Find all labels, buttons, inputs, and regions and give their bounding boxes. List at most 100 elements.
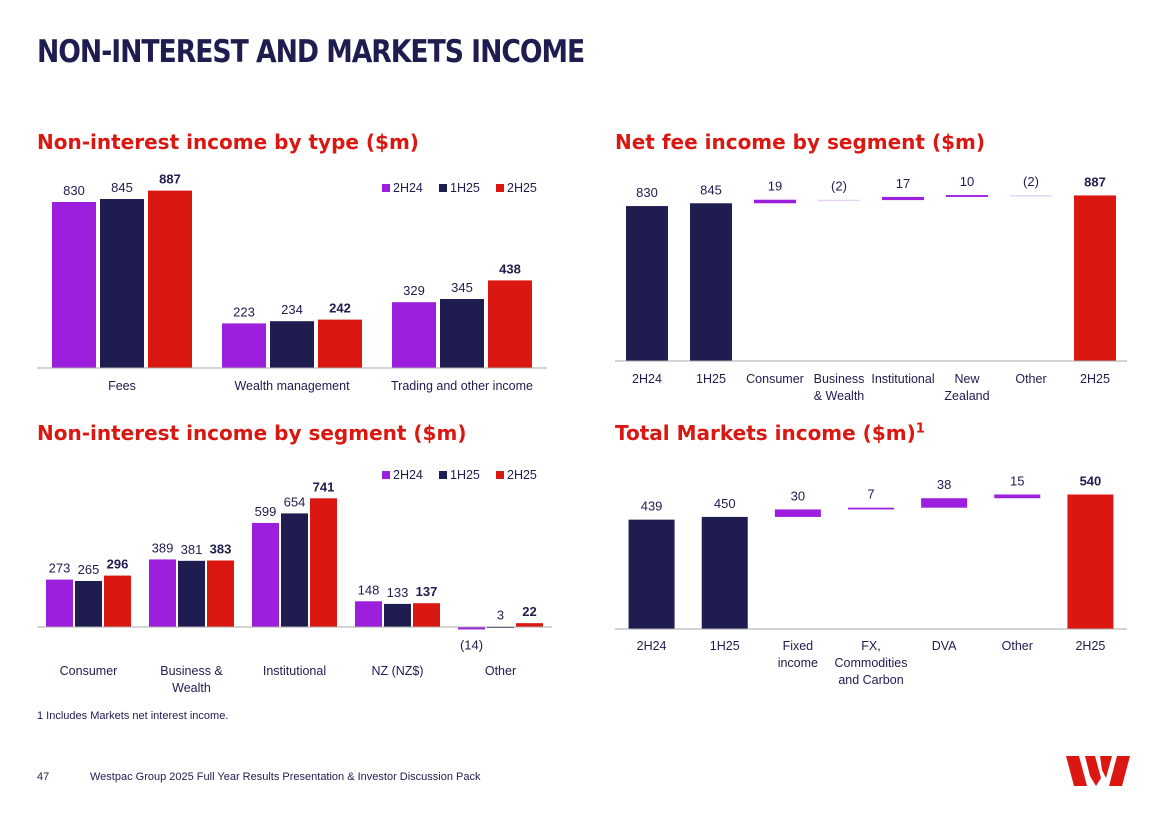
chart-title-markets-waterfall: Total Markets income ($m)1 bbox=[615, 421, 925, 445]
bar-2h24-trading-and-other-income bbox=[392, 302, 436, 368]
category-label-consumer: Consumer bbox=[746, 372, 804, 386]
chart-title-markets-text: Total Markets income ($m) bbox=[615, 421, 916, 445]
bar-2h25-institutional bbox=[310, 498, 337, 627]
chart-title-by-segment: Non-interest income by segment ($m) bbox=[37, 421, 467, 445]
bar-2h25-nz-nz bbox=[413, 603, 440, 627]
bar-2h25-fees bbox=[148, 190, 192, 368]
bar-institutional bbox=[882, 196, 924, 201]
value-label-other: (2) bbox=[1023, 174, 1039, 189]
value-label-2h25-business-wealth: 383 bbox=[210, 541, 232, 556]
category-label-other: Other bbox=[1002, 639, 1033, 653]
value-label-2h25: 540 bbox=[1080, 473, 1102, 488]
value-label-1h25-trading-and-other-income: 345 bbox=[451, 280, 473, 295]
bar-2h25 bbox=[1074, 195, 1116, 361]
category-label-1h25: 1H25 bbox=[696, 372, 726, 386]
bar-dva bbox=[921, 498, 968, 508]
bar-consumer bbox=[754, 199, 796, 204]
bar-2h25-wealth-management bbox=[318, 319, 362, 368]
bar-2h25-consumer bbox=[104, 575, 131, 627]
bar-1h25-institutional bbox=[281, 513, 308, 627]
value-label-2h24-institutional: 599 bbox=[255, 504, 277, 519]
bar-2h25-other bbox=[516, 623, 543, 627]
chart-non-interest-income-by-segment: 273 265 296 Consumer 389 381 383 Business & Weal… bbox=[37, 468, 552, 695]
legend-swatch-2h24 bbox=[382, 471, 390, 479]
category-label-new-zealand: New Zealand bbox=[944, 372, 989, 403]
chart-net-fee-income-waterfall: 830 2H24 845 1H25 19 Consumer (2) Business & Wea… bbox=[615, 174, 1127, 403]
bar-1h25-nz-nz bbox=[384, 603, 411, 627]
westpac-logo-icon: W bbox=[1066, 756, 1130, 786]
legend-swatch-2h24 bbox=[382, 184, 390, 192]
chart-total-markets-income-waterfall: 439 2H24 450 1H25 30 Fixed income 7 FX, Commoditi… bbox=[615, 473, 1127, 687]
category-label-1h25: 1H25 bbox=[710, 639, 740, 653]
value-label-1h25-institutional: 654 bbox=[284, 494, 306, 509]
value-label-1h25: 450 bbox=[714, 496, 736, 511]
value-label-1h25-other: 3 bbox=[497, 607, 504, 622]
bar-2h24-institutional bbox=[252, 522, 279, 627]
footer-text: Westpac Group 2025 Full Year Results Pre… bbox=[90, 771, 481, 783]
value-label-institutional: 17 bbox=[896, 176, 910, 191]
value-label-2h25-trading-and-other-income: 438 bbox=[499, 261, 521, 276]
value-label-2h24-business-wealth: 389 bbox=[152, 540, 174, 555]
bar-2h24-nz-nz bbox=[355, 601, 382, 627]
bar-fx-commodities-and-carbon bbox=[848, 507, 894, 510]
bar-1h25-business-wealth bbox=[178, 560, 205, 627]
category-label-institutional: Institutional bbox=[263, 664, 326, 678]
value-label-2h24-other: (14) bbox=[460, 637, 483, 652]
category-label-other: Other bbox=[485, 664, 516, 678]
value-label-2h24-consumer: 273 bbox=[49, 561, 71, 576]
value-label-2h25-nz-nz: 137 bbox=[416, 584, 438, 599]
value-label-consumer: 19 bbox=[768, 179, 782, 194]
category-label-dva: DVA bbox=[932, 639, 957, 653]
value-label-other: 15 bbox=[1010, 473, 1024, 488]
page-title: NON-INTEREST AND MARKETS INCOME bbox=[37, 34, 585, 70]
bar-other bbox=[994, 494, 1041, 499]
value-label-1h25-consumer: 265 bbox=[78, 562, 100, 577]
bar-2h24 bbox=[626, 206, 668, 361]
value-label-2h24-trading-and-other-income: 329 bbox=[403, 283, 425, 298]
legend-label-1h25: 1H25 bbox=[450, 181, 480, 195]
page-number: 47 bbox=[37, 771, 50, 783]
value-label-2h25-wealth-management: 242 bbox=[329, 301, 351, 316]
value-label-business-wealth: (2) bbox=[831, 179, 847, 194]
value-label-1h25-nz-nz: 133 bbox=[387, 585, 409, 600]
value-label-2h25-fees: 887 bbox=[159, 172, 181, 187]
legend-label-2h24: 2H24 bbox=[393, 181, 423, 195]
category-label-wealth-management: Wealth management bbox=[234, 379, 350, 393]
category-label-2h24: 2H24 bbox=[632, 372, 662, 386]
bar-1h25 bbox=[701, 516, 748, 629]
value-label-2h24-fees: 830 bbox=[63, 183, 85, 198]
footnote: 1 Includes Markets net interest income. bbox=[37, 710, 229, 722]
value-label-1h25: 845 bbox=[700, 182, 722, 197]
value-label-2h24-wealth-management: 223 bbox=[233, 304, 255, 319]
bar-2h24-business-wealth bbox=[149, 559, 176, 627]
bar-1h25-consumer bbox=[75, 580, 102, 627]
value-label-2h25-other: 22 bbox=[522, 604, 536, 619]
value-label-2h25: 887 bbox=[1084, 174, 1106, 189]
category-label-2h24: 2H24 bbox=[637, 639, 667, 653]
bar-fixed-income bbox=[774, 509, 821, 517]
category-label-nz-nz: NZ (NZ$) bbox=[371, 664, 423, 678]
category-label-business-wealth: Business & Wealth bbox=[160, 664, 223, 695]
value-label-2h24: 830 bbox=[636, 185, 658, 200]
bar-business-wealth bbox=[818, 199, 860, 202]
bar-1h25-trading-and-other-income bbox=[440, 299, 484, 368]
bar-2h25-business-wealth bbox=[207, 560, 234, 627]
bar-new-zealand bbox=[946, 195, 988, 197]
legend-swatch-1h25 bbox=[439, 471, 447, 479]
bar-other bbox=[1010, 195, 1052, 197]
bar-2h25 bbox=[1067, 494, 1114, 629]
value-label-2h24-nz-nz: 148 bbox=[358, 582, 380, 597]
legend-label-2h24: 2H24 bbox=[393, 468, 423, 482]
value-label-1h25-fees: 845 bbox=[111, 180, 133, 195]
bar-2h24-wealth-management bbox=[222, 323, 266, 368]
category-label-other: Other bbox=[1015, 372, 1046, 386]
category-label-2h25: 2H25 bbox=[1080, 372, 1110, 386]
value-label-fx-commodities-and-carbon: 7 bbox=[867, 487, 874, 502]
category-label-fixed-income: Fixed income bbox=[778, 639, 818, 670]
chart-title-by-type: Non-interest income by type ($m) bbox=[37, 130, 419, 154]
bar-2h24-other bbox=[458, 627, 485, 630]
category-label-2h25: 2H25 bbox=[1075, 639, 1105, 653]
chart-title-fee-waterfall: Net fee income by segment ($m) bbox=[615, 130, 985, 154]
category-label-fx-commodities-and-carbon: FX, Commodities and Carbon bbox=[835, 639, 908, 687]
bar-1h25 bbox=[690, 203, 732, 361]
